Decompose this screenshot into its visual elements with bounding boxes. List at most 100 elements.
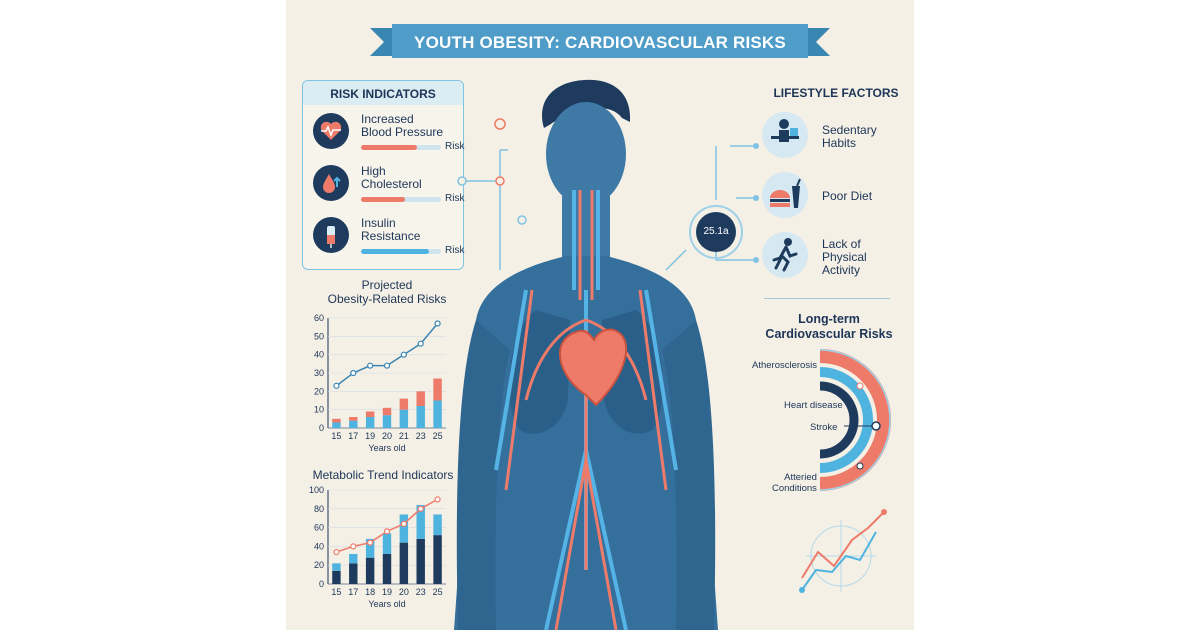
bar	[382, 415, 392, 428]
y-tick-label: 80	[314, 504, 324, 514]
x-tick-label: 19	[382, 587, 392, 597]
bar	[332, 563, 341, 571]
section-divider	[764, 298, 890, 299]
human-figure-illustration	[454, 79, 718, 630]
x-tick-label: 20	[382, 431, 392, 441]
trend-point	[333, 548, 340, 556]
blood-drop-icon	[313, 165, 349, 201]
chart-metabolic-trend: 0 20 40 60 80 100 15 17 18 19 20 23 25 Years old	[309, 485, 446, 609]
connector-lines	[457, 118, 759, 271]
x-tick-label: 19	[365, 431, 375, 441]
x-tick-label: 23	[416, 431, 426, 441]
x-tick-label: 20	[399, 587, 409, 597]
head	[546, 102, 626, 206]
x-axis-title: Years old	[368, 443, 405, 453]
bar	[365, 557, 375, 584]
bar	[382, 553, 392, 584]
bar	[433, 378, 442, 401]
x-tick-label: 18	[365, 587, 375, 597]
right-arm	[662, 320, 716, 630]
bar	[416, 538, 425, 584]
lifestyle-item-diet: Poor Diet	[762, 172, 912, 222]
y-tick-label: 60	[314, 313, 324, 323]
chart-2-title: Metabolic Trend Indicators	[312, 468, 454, 482]
y-tick-label: 30	[314, 368, 324, 378]
y-tick-label: 10	[314, 405, 324, 415]
arc-label-heart-disease: Heart disease	[784, 400, 843, 411]
neck	[562, 196, 610, 258]
risk-bar-fill	[361, 197, 405, 202]
y-tick-label: 20	[314, 386, 324, 396]
bar	[399, 542, 409, 584]
bar	[365, 411, 375, 417]
bar	[332, 570, 341, 584]
x-tick-label: 25	[433, 587, 443, 597]
x-tick-label: 17	[348, 431, 358, 441]
risk-item-cholesterol: High Cholesterol Risk	[311, 161, 464, 211]
trend-point	[350, 369, 357, 377]
chart-projected-risks: 0 10 20 30 40 50 60 15 17 19 20 21 23 25 Years old	[314, 313, 446, 453]
risk-item-blood-pressure: Increased Blood Pressure Risk	[311, 109, 464, 159]
y-tick-label: 40	[314, 541, 324, 551]
x-tick-label: 23	[416, 587, 426, 597]
x-axis-title: Years old	[368, 599, 405, 609]
bar	[365, 538, 375, 558]
bar	[399, 409, 409, 428]
risk-item-insulin: Insulin Resistance Risk	[311, 213, 464, 263]
risk-indicators-header: RISK INDICATORS	[303, 81, 463, 105]
bar	[416, 406, 425, 428]
bar	[416, 505, 425, 539]
y-tick-label: 50	[314, 331, 324, 341]
bar	[433, 514, 442, 536]
risk-label: High Cholesterol	[361, 164, 422, 191]
bar	[332, 422, 341, 428]
bar	[349, 417, 358, 421]
trend-point	[367, 539, 374, 546]
lifestyle-item-sedentary: Sedentary Habits	[762, 112, 912, 162]
bar	[399, 398, 409, 410]
running-person-icon	[762, 232, 808, 278]
lifestyle-item-activity: Lack of Physical Activity	[762, 232, 912, 282]
risk-bar-fill	[361, 249, 429, 254]
bar	[382, 533, 392, 554]
trend-point	[367, 362, 374, 369]
risk-bar	[361, 197, 441, 202]
bar	[382, 407, 392, 416]
bar	[416, 391, 425, 406]
risk-bar-fill	[361, 145, 417, 150]
y-tick-label: 60	[314, 523, 324, 533]
risk-label: Insulin Resistance	[361, 216, 421, 243]
trend-point	[333, 382, 340, 389]
bar	[349, 563, 358, 584]
x-tick-label: 15	[331, 587, 341, 597]
bar	[433, 535, 442, 584]
lifestyle-label: Lack of Physical Activity	[822, 237, 867, 277]
lifestyle-label: Sedentary Habits	[822, 123, 877, 150]
y-tick-label: 40	[314, 350, 324, 360]
y-tick-label: 0	[319, 423, 324, 433]
infographic-poster: YOUTH OBESITY: CARDIOVASCULAR RISKS RISK…	[286, 0, 914, 630]
trend-point	[350, 543, 357, 550]
y-tick-label: 0	[319, 579, 324, 589]
left-arm	[456, 320, 510, 630]
arc-label-other-conditions: Atteried Conditions	[772, 472, 817, 494]
trend-point	[400, 520, 407, 527]
trend-point	[417, 340, 424, 347]
burger-drink-icon	[762, 172, 808, 218]
bar	[433, 400, 442, 428]
risk-label: Increased Blood Pressure	[361, 112, 444, 139]
bar	[332, 418, 341, 423]
bar	[349, 420, 358, 428]
lifestyle-label: Poor Diet	[822, 189, 873, 203]
risk-bar	[361, 249, 441, 254]
x-tick-label: 15	[331, 431, 341, 441]
arc-label-atherosclerosis: Atherosclerosis	[752, 360, 817, 371]
trend-point	[434, 496, 441, 503]
heart-icon	[559, 328, 627, 407]
x-tick-label: 21	[399, 431, 409, 441]
bar	[349, 553, 358, 564]
x-tick-label: 25	[433, 431, 443, 441]
bar	[365, 417, 375, 428]
title-banner: YOUTH OBESITY: CARDIOVASCULAR RISKS	[370, 22, 830, 62]
y-tick-label: 100	[309, 485, 324, 495]
